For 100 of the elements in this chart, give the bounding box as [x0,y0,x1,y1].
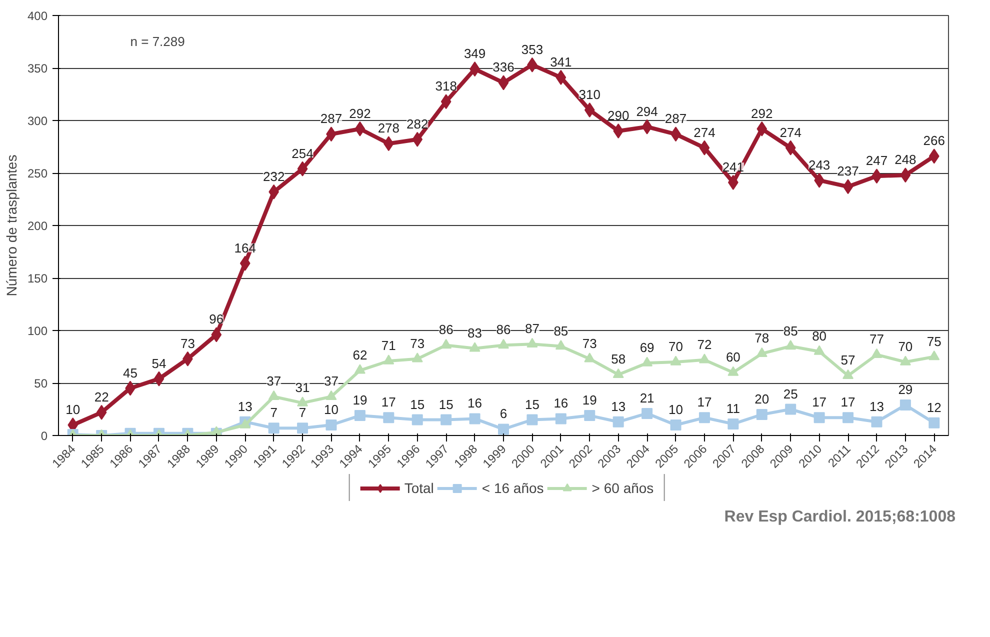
legend-label: > 60 años [592,480,654,496]
data-label: 13 [611,398,626,414]
data-label: 292 [349,106,371,121]
point [670,356,682,366]
data-label: 57 [840,352,856,368]
point [526,414,538,426]
data-label: 248 [894,152,916,168]
data-label: 72 [697,336,712,352]
point [612,368,624,378]
point [383,354,394,364]
point [928,148,940,164]
data-label: 19 [582,392,597,408]
point [326,390,337,400]
data-label: 31 [295,380,310,395]
data-label: 54 [152,356,166,371]
data-label: 13 [238,398,252,414]
data-label: 232 [262,168,285,184]
point [412,414,423,426]
point [785,140,796,156]
point [728,418,739,430]
y-tick-label: 250 [27,166,48,180]
point [412,132,423,147]
y-tick-label: 100 [27,324,48,338]
data-label: 85 [783,323,798,338]
point [211,327,222,342]
data-label: 274 [780,124,802,140]
data-label: 243 [808,157,830,172]
point [440,338,452,349]
data-label: 290 [607,108,630,123]
data-label: 13 [869,398,884,414]
point [555,413,566,424]
data-label: 21 [640,390,654,406]
data-label: 274 [694,124,716,140]
data-label: 16 [468,396,482,411]
point [642,356,653,366]
point [871,416,882,428]
point [297,422,308,434]
point [928,417,940,428]
point [584,352,596,362]
point [469,342,480,352]
point [785,340,796,350]
point [526,338,538,348]
data-label: 247 [866,153,888,168]
data-label: 292 [751,106,773,121]
data-label: 318 [435,78,457,94]
y-tick-label: 400 [27,9,48,23]
point [354,410,366,422]
point [240,256,250,271]
data-label: 29 [898,382,913,398]
data-label: 73 [582,336,597,351]
data-label: 15 [410,396,425,412]
data-label: 19 [352,392,368,408]
data-label: 15 [524,396,540,412]
data-label: 17 [812,394,827,410]
data-label: 336 [492,60,514,75]
data-label: 80 [812,328,827,344]
data-label: 70 [668,339,683,354]
data-label: 83 [468,325,482,340]
data-label: 10 [66,402,80,417]
point [612,416,624,428]
point [297,396,308,406]
data-label: 37 [324,374,338,389]
data-label: 287 [664,111,687,126]
data-label: 341 [550,54,572,70]
point [814,412,825,424]
data-label: 241 [722,159,744,174]
point [756,347,768,357]
point [383,412,394,424]
point [354,364,366,374]
data-label: 22 [94,389,109,404]
data-label: 17 [381,394,396,410]
data-label: 25 [783,386,798,402]
point [871,348,882,358]
point [613,124,624,138]
point [928,350,940,360]
point [900,356,911,366]
point [756,409,768,420]
data-label: 266 [923,133,946,148]
point [383,136,394,152]
point [900,400,911,411]
point [154,371,164,386]
text: Rev Esp Cardiol. 2015;68:1008 [724,508,956,526]
annotation: n = 7.289 [130,34,185,50]
legend-label: < 16 años [482,480,544,496]
data-label: 7 [298,405,306,420]
y-tick-label: 350 [27,62,48,76]
data-label: 287 [320,111,342,126]
point [785,404,796,415]
data-label: 60 [726,350,740,364]
data-label: 77 [869,332,884,347]
point [440,414,452,426]
data-label: 37 [266,374,282,389]
point [498,75,509,90]
point [498,338,509,349]
point [412,352,423,362]
y-tick-label: 50 [34,376,48,390]
y-tick-label: 200 [27,219,48,233]
point [584,410,596,422]
data-label: 349 [464,46,486,62]
data-label: 6 [500,406,508,422]
